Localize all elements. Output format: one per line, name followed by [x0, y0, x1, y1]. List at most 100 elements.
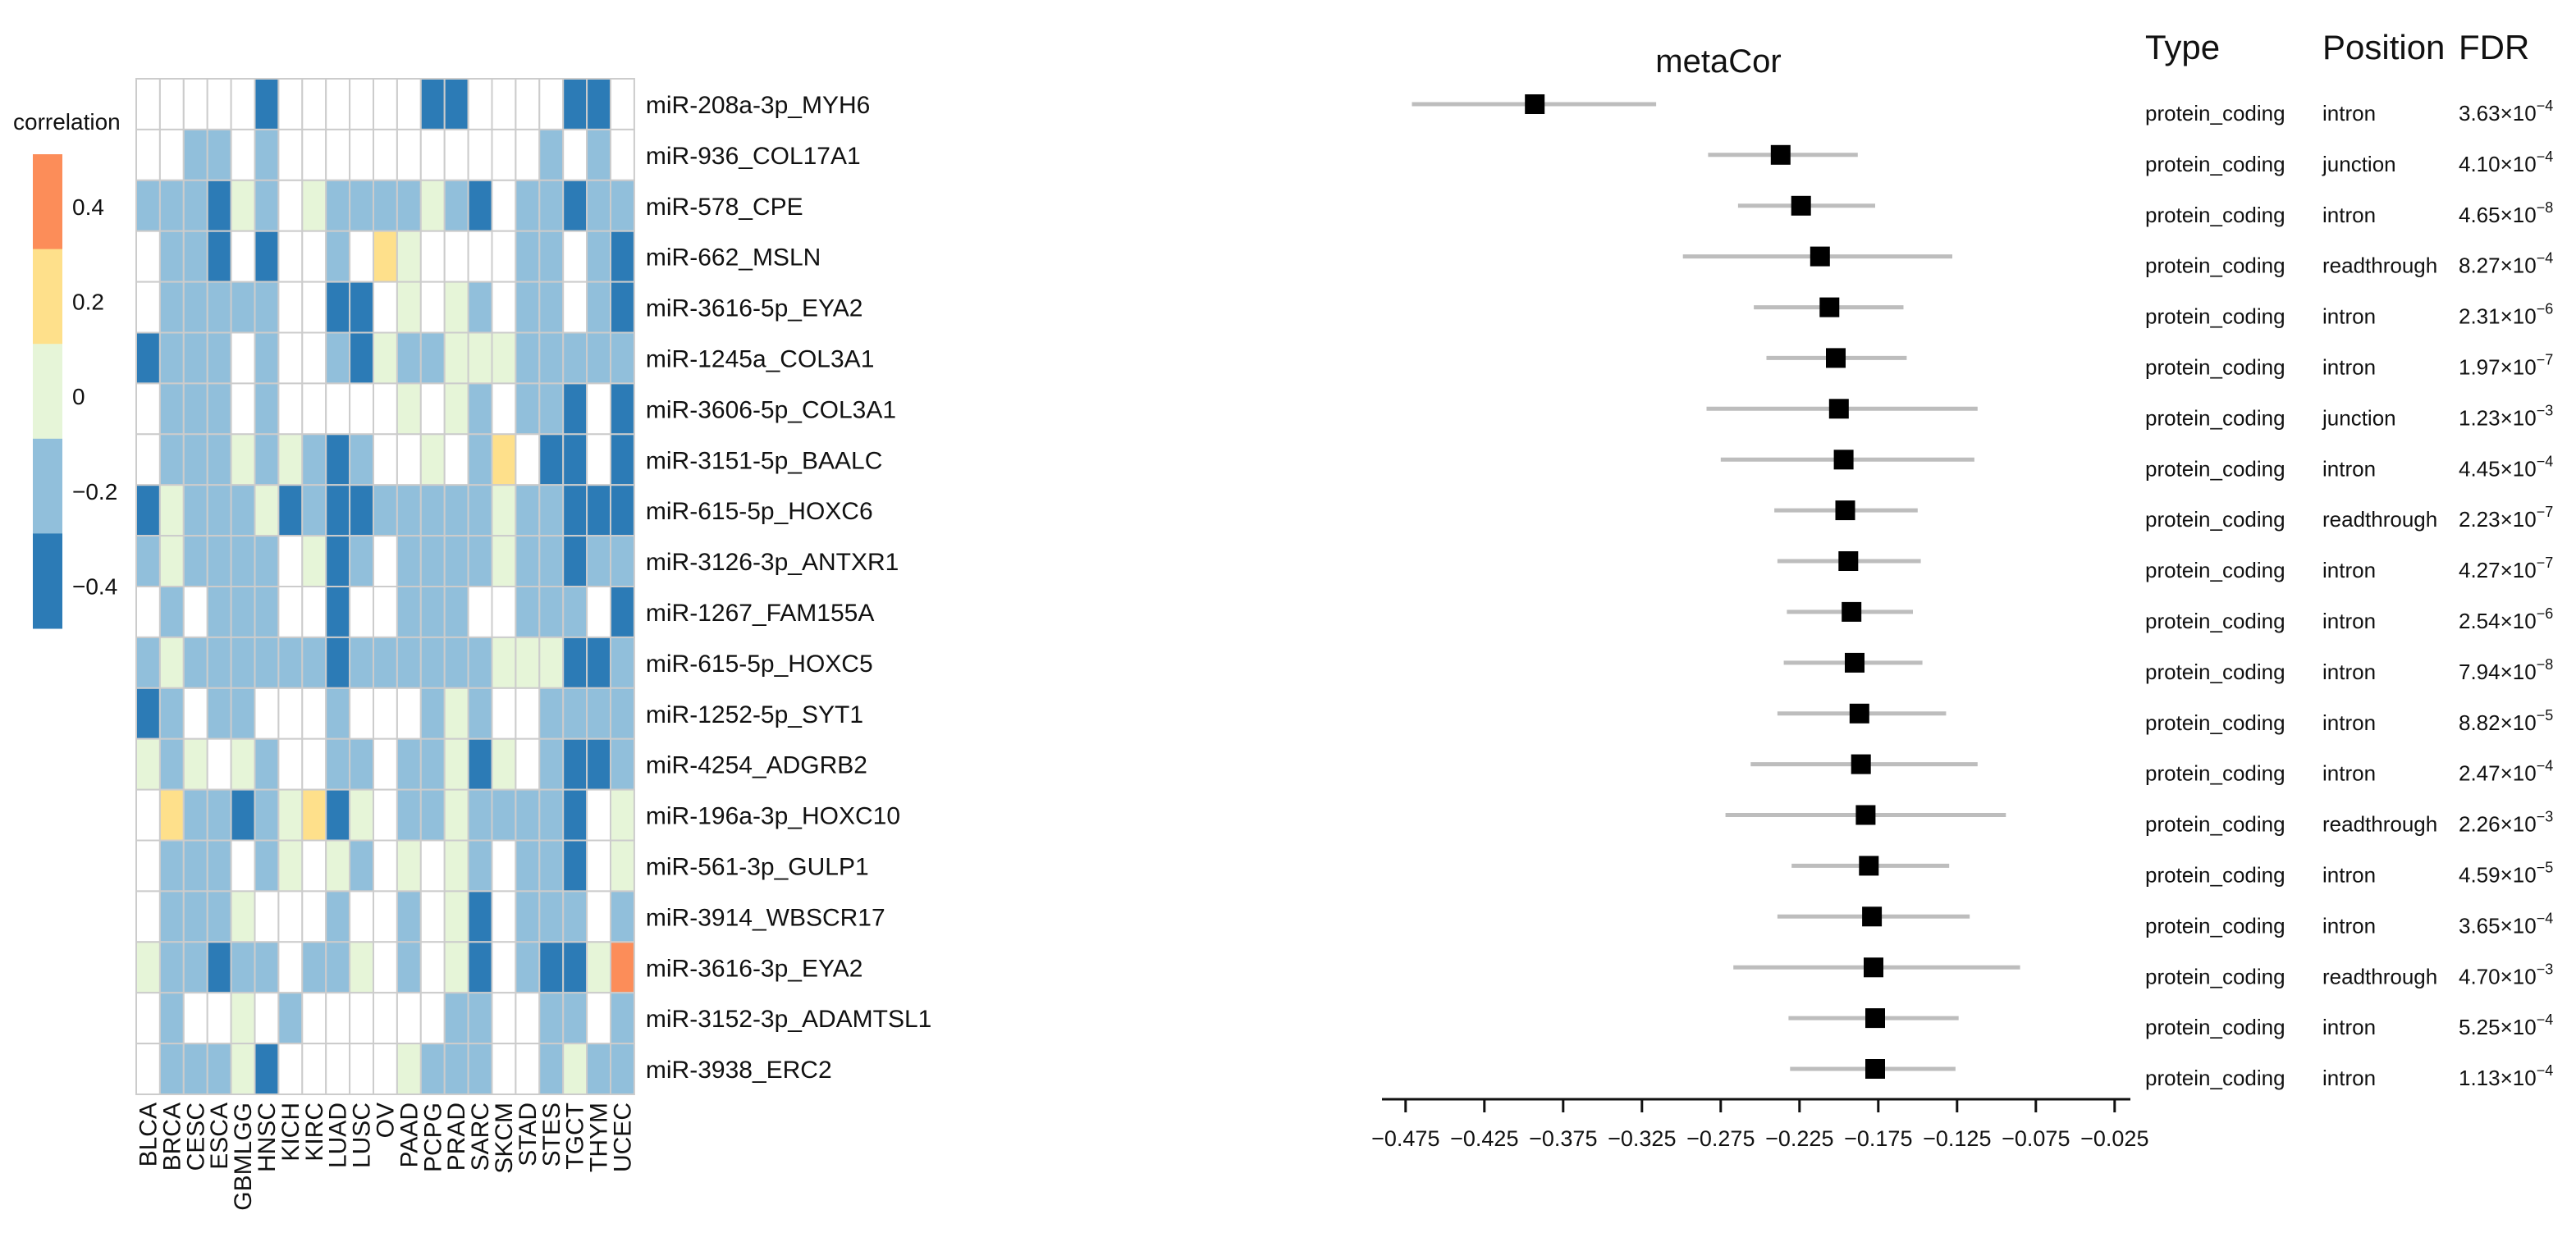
heatmap-cell-miR-3616-3p_EYA2-STES	[538, 941, 565, 994]
heatmap-cell-miR-3914_WBSCR17-BRCA	[158, 890, 185, 943]
table-type-8: protein_coding	[2145, 507, 2285, 532]
heatmap-cell-miR-3616-5p_EYA2-TGCT	[562, 281, 588, 334]
table-position-5: intron	[2322, 354, 2376, 379]
heatmap-cell-miR-3126-3p_ANTXR1-LUAD	[325, 535, 351, 587]
heatmap-cell-miR-3126-3p_ANTXR1-PCPG	[419, 535, 446, 587]
forest-x-tick-label-6: −0.175	[1844, 1126, 1912, 1151]
heatmap-cell-miR-561-3p_GULP1-SKCM	[491, 839, 517, 893]
heatmap-cell-miR-3151-5p_BAALC-SKCM	[491, 433, 517, 486]
heatmap-cell-miR-3938_ERC2-LUSC	[349, 1043, 375, 1095]
heatmap-cell-miR-3152-3p_ADAMTSL1-KIRC	[301, 992, 327, 1045]
heatmap-cell-miR-3616-5p_EYA2-PAAD	[396, 281, 422, 334]
heatmap-cell-miR-1267_FAM155A-TGCT	[562, 586, 588, 638]
heatmap-cell-miR-3616-3p_EYA2-GBMLGG	[230, 941, 256, 994]
heatmap-cell-miR-208a-3p_MYH6-BLCA	[135, 78, 161, 130]
column-label-KICH: KICH	[277, 1103, 304, 1162]
legend-swatch-1	[33, 249, 62, 345]
heatmap-cell-miR-4254_ADGRB2-TGCT	[562, 737, 588, 791]
column-label-ESCA: ESCA	[206, 1103, 233, 1170]
heatmap-cell-miR-3616-5p_EYA2-BLCA	[135, 281, 161, 334]
table-header-Position: Position	[2322, 28, 2445, 66]
estimate-point-miR-196a-3p_HOXC10	[1855, 805, 1876, 825]
heatmap-cell-miR-561-3p_GULP1-OV	[373, 839, 398, 893]
heatmap-cell-miR-3914_WBSCR17-GBMLGG	[230, 890, 256, 943]
heatmap-cell-miR-3606-5p_COL3A1-OV	[373, 382, 398, 436]
table-type-15: protein_coding	[2145, 862, 2285, 887]
heatmap-cell-miR-578_CPE-PCPG	[419, 179, 446, 232]
heatmap-cell-miR-3616-5p_EYA2-UCEC	[610, 281, 635, 334]
forest-plot: metaCor −0.475 −0.425 −0.375 −0.325 −0.275 −0.…	[1371, 43, 2148, 1151]
table-position-12: intron	[2322, 710, 2376, 735]
column-label-UCEC: UCEC	[609, 1103, 636, 1172]
heatmap-cell-miR-3938_ERC2-STES	[538, 1043, 565, 1095]
heatmap-cell-miR-662_MSLN-KICH	[277, 230, 304, 283]
legend-tick-4: −0.4	[72, 573, 117, 599]
table-type-2: protein_coding	[2145, 203, 2285, 227]
column-label-SKCM: SKCM	[491, 1103, 518, 1174]
heatmap-cell-miR-1252-5p_SYT1-BRCA	[158, 687, 185, 740]
row-label-miR-3616-3p_EYA2: miR-3616-3p_EYA2	[646, 955, 863, 982]
heatmap-cell-miR-3606-5p_COL3A1-BLCA	[135, 382, 161, 436]
column-label-STAD: STAD	[515, 1103, 542, 1167]
heatmap-cell-miR-3938_ERC2-PAAD	[396, 1043, 422, 1095]
column-label-OV: OV	[372, 1103, 399, 1138]
heatmap-cell-miR-3938_ERC2-BRCA	[158, 1043, 185, 1095]
heatmap-cell-miR-1267_FAM155A-ESCA	[206, 586, 232, 638]
heatmap-cell-miR-3606-5p_COL3A1-PAAD	[396, 382, 422, 436]
heatmap-cell-miR-561-3p_GULP1-SARC	[467, 839, 493, 893]
heatmap-cell-miR-3914_WBSCR17-KIRC	[301, 890, 327, 943]
heatmap-cell-miR-3152-3p_ADAMTSL1-BRCA	[158, 992, 185, 1045]
heatmap-cell-miR-196a-3p_HOXC10-STAD	[515, 788, 541, 842]
column-label-SARC: SARC	[467, 1103, 494, 1171]
heatmap-cell-miR-3152-3p_ADAMTSL1-PRAD	[443, 992, 469, 1045]
heatmap-cell-miR-3606-5p_COL3A1-STES	[538, 382, 565, 436]
table-position-7: intron	[2322, 456, 2376, 481]
heatmap-cell-miR-196a-3p_HOXC10-UCEC	[610, 788, 635, 842]
heatmap-cell-miR-615-5p_HOXC5-PAAD	[396, 636, 422, 689]
heatmap-cell-miR-662_MSLN-TGCT	[562, 230, 588, 283]
heatmap-cell-miR-3152-3p_ADAMTSL1-LUSC	[349, 992, 375, 1045]
heatmap-cell-miR-3938_ERC2-ESCA	[206, 1043, 232, 1095]
heatmap-cell-miR-936_COL17A1-PCPG	[419, 128, 446, 181]
heatmap-cell-miR-3151-5p_BAALC-LUSC	[349, 433, 375, 486]
heatmap-cell-miR-1267_FAM155A-STAD	[515, 586, 541, 638]
row-label-miR-1252-5p_SYT1: miR-1252-5p_SYT1	[646, 701, 863, 728]
heatmap-cell-miR-3151-5p_BAALC-PRAD	[443, 433, 469, 486]
heatmap-cell-miR-196a-3p_HOXC10-LUSC	[349, 788, 375, 842]
table-position-0: intron	[2322, 101, 2376, 126]
heatmap-cell-miR-3151-5p_BAALC-PAAD	[396, 433, 422, 486]
heatmap-cell-miR-208a-3p_MYH6-STAD	[515, 78, 541, 130]
heatmap-cell-miR-3616-3p_EYA2-PAAD	[396, 941, 422, 994]
heatmap-cell-miR-196a-3p_HOXC10-OV	[373, 788, 398, 842]
heatmap-cell-miR-1267_FAM155A-PCPG	[419, 586, 446, 638]
table-fdr-9: 4.27×10−7	[2459, 555, 2553, 582]
heatmap-cell-miR-4254_ADGRB2-LUAD	[325, 737, 351, 791]
heatmap-cell-miR-1252-5p_SYT1-STES	[538, 687, 565, 740]
column-label-PCPG: PCPG	[419, 1103, 446, 1172]
heatmap-cell-miR-3152-3p_ADAMTSL1-TGCT	[562, 992, 588, 1045]
heatmap-cell-miR-3616-3p_EYA2-BLCA	[135, 941, 161, 994]
heatmap-cell-miR-615-5p_HOXC6-HNSC	[254, 484, 280, 537]
heatmap-cell-miR-3606-5p_COL3A1-LUAD	[325, 382, 351, 436]
heatmap-cell-miR-615-5p_HOXC5-LUSC	[349, 636, 375, 689]
heatmap-cell-miR-3606-5p_COL3A1-BRCA	[158, 382, 185, 436]
table-header-Type: Type	[2145, 28, 2220, 66]
heatmap-cell-miR-3616-5p_EYA2-THYM	[586, 281, 611, 334]
heatmap-cell-miR-1252-5p_SYT1-PRAD	[443, 687, 469, 740]
heatmap-cell-miR-936_COL17A1-STES	[538, 128, 565, 181]
table-type-18: protein_coding	[2145, 1015, 2285, 1039]
row-label-miR-578_CPE: miR-578_CPE	[646, 194, 803, 221]
heatmap-cell-miR-1252-5p_SYT1-GBMLGG	[230, 687, 256, 740]
estimate-point-miR-3151-5p_BAALC	[1833, 450, 1854, 470]
heatmap-cell-miR-936_COL17A1-UCEC	[610, 128, 635, 181]
heatmap-cell-miR-3152-3p_ADAMTSL1-UCEC	[610, 992, 635, 1045]
heatmap-cell-miR-3606-5p_COL3A1-ESCA	[206, 382, 232, 436]
heatmap-cell-miR-3616-3p_EYA2-CESC	[182, 941, 208, 994]
heatmap-cell-miR-3126-3p_ANTXR1-OV	[373, 535, 398, 587]
heatmap-cell-miR-208a-3p_MYH6-ESCA	[206, 78, 232, 130]
heatmap-cell-miR-936_COL17A1-BLCA	[135, 128, 161, 181]
heatmap-cell-miR-208a-3p_MYH6-LUAD	[325, 78, 351, 130]
forest-title: metaCor	[1655, 43, 1781, 80]
heatmap-cell-miR-662_MSLN-OV	[373, 230, 398, 283]
heatmap-cell-miR-208a-3p_MYH6-KIRC	[301, 78, 327, 130]
